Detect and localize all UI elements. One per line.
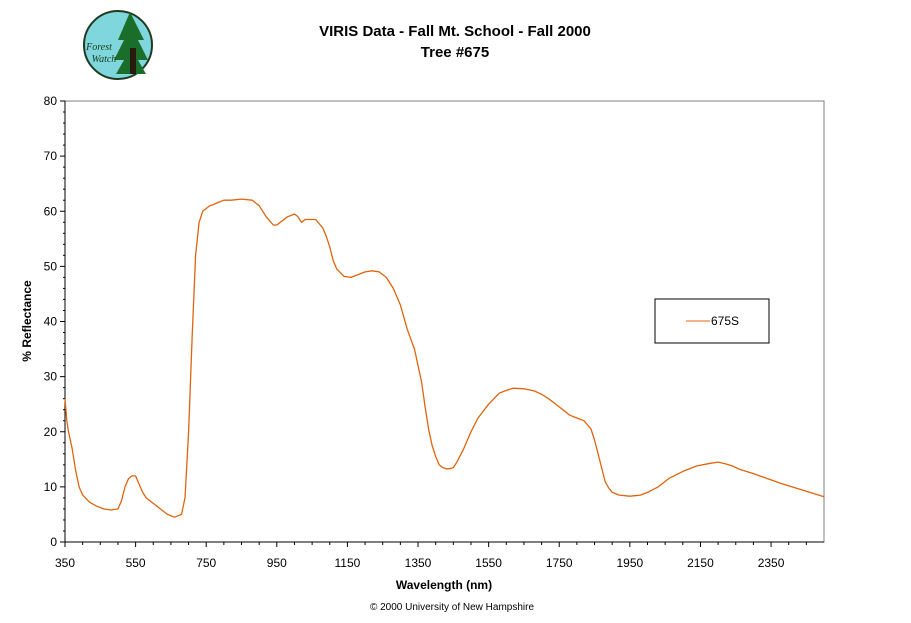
x-tick-label: 1350 <box>405 556 432 570</box>
y-tick-label: 0 <box>50 535 57 549</box>
x-tick-label: 750 <box>196 556 216 570</box>
x-tick-label: 1750 <box>546 556 573 570</box>
forest-watch-logo: Forest Watch <box>83 10 153 80</box>
x-tick-label: 950 <box>267 556 287 570</box>
y-tick-label: 80 <box>44 94 58 108</box>
series-line-675S <box>64 198 825 518</box>
x-tick-label: 350 <box>55 556 75 570</box>
y-tick-label: 60 <box>44 204 58 218</box>
chart-subtitle: Tree #675 <box>421 44 489 61</box>
legend-box <box>654 298 770 344</box>
y-tick-label: 50 <box>44 259 58 273</box>
legend-label: 675S <box>711 314 739 328</box>
logo-text-watch: Watch <box>92 54 117 65</box>
y-tick-label: 20 <box>44 425 58 439</box>
x-tick-label: 1950 <box>616 556 643 570</box>
y-axis-label: % Reflectance <box>20 280 34 362</box>
tree-icon <box>114 12 148 74</box>
x-tick-label: 1150 <box>335 556 361 570</box>
x-tick-label: 2350 <box>758 556 785 570</box>
x-axis-label: Wavelength (nm) <box>396 578 492 592</box>
x-tick-label: 550 <box>126 556 146 570</box>
y-tick-label: 40 <box>44 315 58 329</box>
legend: 675S <box>654 298 770 344</box>
series-layer <box>64 198 825 518</box>
copyright-text: © 2000 University of New Hampshire <box>370 602 535 613</box>
logo-text-forest: Forest <box>85 42 112 53</box>
y-tick-label: 70 <box>44 149 58 163</box>
x-tick-label: 2150 <box>687 556 714 570</box>
y-tick-label: 30 <box>44 370 58 384</box>
x-tick-label: 1550 <box>475 556 502 570</box>
chart-title: VIRIS Data - Fall Mt. School - Fall 2000 <box>319 23 591 40</box>
y-tick-label: 10 <box>44 480 58 494</box>
axis-ticks: 0 10 20 30 40 50 60 70 80 350 550 750 950 1150 1350 155… <box>44 94 807 570</box>
